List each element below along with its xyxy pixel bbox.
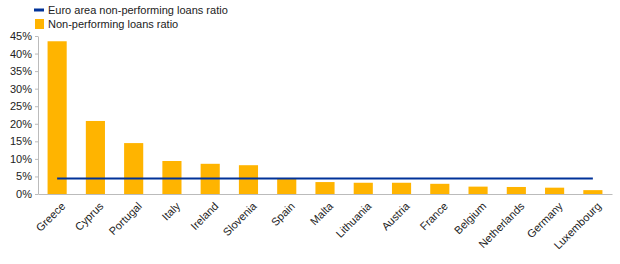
- x-axis: GreeceCyprusPortugal Italy IrelandSlovenia…: [33, 194, 612, 252]
- y-axis-line: [38, 37, 39, 195]
- x-tick: Slovenia: [220, 194, 259, 238]
- y-tick-label: 35%: [10, 65, 32, 77]
- x-tick: Belgium: [452, 194, 489, 236]
- x-tick: France: [417, 194, 450, 232]
- x-tick-label: Ireland: [188, 200, 220, 232]
- x-tick: Cyprus: [73, 194, 106, 233]
- x-tick: Austria: [379, 194, 412, 232]
- bar: [124, 143, 143, 194]
- y-tick-mark: [35, 54, 38, 55]
- y-tick: 20%: [10, 118, 38, 130]
- x-tick-label: Luxembourg: [551, 200, 603, 252]
- x-tick-label: Malta: [308, 199, 336, 227]
- y-tick-label: 40%: [10, 48, 32, 60]
- bar: [86, 121, 105, 194]
- y-tick-mark: [35, 106, 38, 107]
- y-tick-mark: [35, 159, 38, 160]
- y-tick-mark: [35, 124, 38, 125]
- y-tick-mark: [35, 141, 38, 142]
- legend: Euro area non-performing loans ratio Non-…: [34, 4, 228, 30]
- x-tick: Portugal: [106, 194, 143, 237]
- bar: [162, 161, 181, 194]
- marks: [48, 41, 603, 194]
- y-tick: 30%: [10, 83, 38, 95]
- x-tick-label: Netherlands: [476, 199, 527, 250]
- bar-series: [48, 41, 603, 194]
- y-tick-mark: [35, 36, 38, 37]
- bar: [315, 182, 334, 194]
- bar: [507, 187, 526, 194]
- x-tick: Spain: [269, 194, 297, 228]
- y-tick: 25%: [10, 100, 38, 112]
- x-tick-label: Cyprus: [73, 199, 106, 232]
- y-tick: 10%: [10, 153, 38, 165]
- y-tick-label: 10%: [10, 153, 32, 165]
- x-tick-label: Spain: [269, 200, 297, 228]
- y-tick-label: 15%: [10, 135, 32, 147]
- y-tick-mark: [35, 89, 38, 90]
- x-tick-label: Belgium: [452, 200, 489, 237]
- bar: [469, 187, 488, 194]
- bar: [583, 190, 602, 194]
- bar: [277, 179, 296, 194]
- bar: [354, 183, 373, 194]
- bar: [430, 184, 449, 194]
- x-tick: Germany: [524, 194, 565, 240]
- y-tick: 0%: [16, 188, 38, 200]
- legend-label: Euro area non-performing loans ratio: [48, 4, 228, 16]
- x-tick-label: Portugal: [106, 200, 143, 237]
- x-tick: Italy: [159, 194, 182, 223]
- y-tick: 40%: [10, 48, 38, 60]
- y-tick-mark: [35, 176, 38, 177]
- x-axis-line: [39, 194, 613, 195]
- x-tick: Netherlands: [476, 194, 527, 250]
- x-tick-label: Greece: [33, 200, 67, 234]
- y-tick: 5%: [16, 170, 38, 182]
- y-tick-mark: [35, 71, 38, 72]
- plot: 0% 5% 10% 15% 20% 25% 30% 35% 40% 45% GreeceCyprus…: [10, 30, 613, 251]
- y-tick-label: 20%: [10, 118, 32, 130]
- chart: 0% 5% 10% 15% 20% 25% 30% 35% 40% 45% GreeceCyprus…: [0, 0, 620, 264]
- x-tick-label: Italy: [159, 199, 182, 222]
- x-tick-label: Lithuania: [333, 199, 374, 240]
- y-tick-label: 45%: [10, 30, 32, 42]
- legend-swatch: [35, 19, 44, 29]
- y-tick-label: 5%: [16, 170, 32, 182]
- legend-item: Euro area non-performing loans ratio: [34, 4, 228, 16]
- x-tick: Greece: [33, 194, 67, 234]
- bar: [48, 41, 67, 194]
- y-tick-mark: [35, 194, 38, 195]
- bar: [545, 188, 564, 194]
- legend-item: Non-performing loans ratio: [35, 18, 178, 30]
- x-tick: Ireland: [188, 194, 220, 232]
- bar: [392, 183, 411, 194]
- legend-swatch: [34, 9, 44, 12]
- y-tick: 15%: [10, 135, 38, 147]
- x-tick: Lithuania: [333, 194, 374, 240]
- y-axis: 0% 5% 10% 15% 20% 25% 30% 35% 40% 45%: [10, 30, 39, 200]
- legend-label: Non-performing loans ratio: [48, 18, 178, 30]
- x-tick-label: France: [417, 200, 450, 233]
- y-tick-label: 0%: [16, 188, 32, 200]
- y-tick-label: 30%: [10, 83, 32, 95]
- line: [57, 178, 593, 180]
- x-tick-label: Austria: [379, 199, 412, 232]
- y-tick: 35%: [10, 65, 38, 77]
- y-tick-label: 25%: [10, 100, 32, 112]
- y-tick: 45%: [10, 30, 38, 42]
- x-tick: Luxembourg: [551, 194, 603, 252]
- x-tick: Malta: [308, 194, 336, 227]
- x-tick-label: Slovenia: [220, 199, 259, 238]
- bar: [239, 165, 258, 194]
